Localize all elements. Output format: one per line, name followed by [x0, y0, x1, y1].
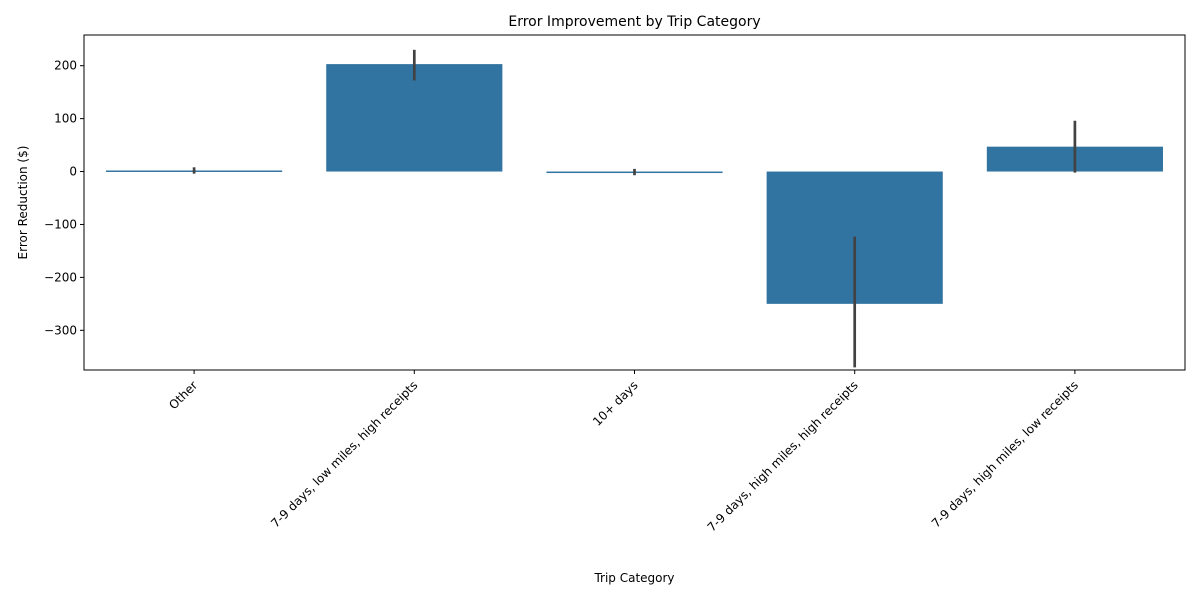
y-axis-ticks: −300 −200 −100 0 100 200 — [44, 59, 84, 337]
plot-background — [84, 35, 1185, 370]
y-tick-label-2: −100 — [44, 217, 77, 231]
y-tick-label-0: −300 — [44, 323, 77, 337]
x-tick-label-0: Other — [166, 378, 200, 412]
chart-title: Error Improvement by Trip Category — [508, 14, 760, 30]
y-tick-label-3: 0 — [69, 165, 77, 179]
error-bars-layer — [192, 49, 1077, 368]
y-tick-label-1: −200 — [44, 270, 77, 284]
x-tick-label-2: 10+ days — [590, 378, 641, 429]
x-tick-label-4: 7-9 days, high miles, low receipts — [929, 378, 1081, 530]
x-tick-label-1: 7-9 days, low miles, high receipts — [268, 378, 420, 530]
x-axis-title: Trip Category — [593, 571, 674, 585]
y-tick-label-5: 200 — [54, 59, 77, 73]
x-tick-label-3: 7-9 days, high miles, high receipts — [705, 378, 861, 534]
x-axis-ticks: Other 7-9 days, low miles, high receipts 1… — [166, 370, 1081, 534]
y-axis-title: Error Reduction ($) — [16, 146, 30, 260]
plot-frame — [83, 34, 1186, 371]
y-tick-label-4: 100 — [54, 112, 77, 126]
bar-1 — [326, 64, 503, 172]
